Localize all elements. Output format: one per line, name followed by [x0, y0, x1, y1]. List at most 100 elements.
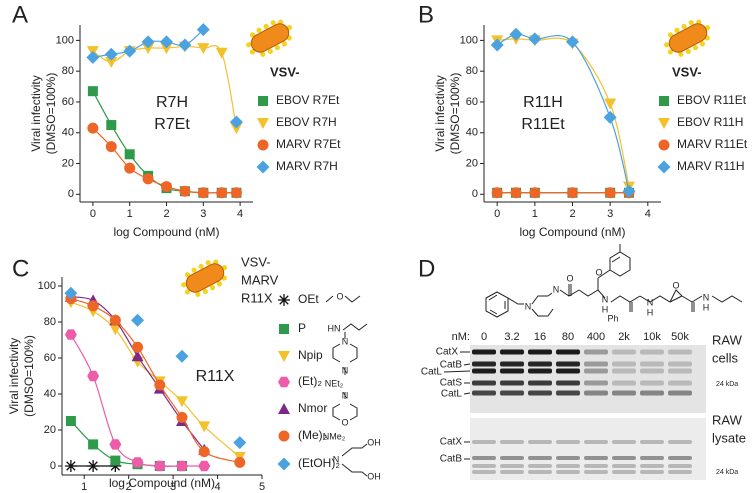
- band: [640, 380, 664, 386]
- band: [528, 456, 552, 460]
- band: [668, 380, 692, 386]
- data-point: [510, 187, 522, 199]
- data-point: [131, 457, 144, 468]
- legend-marker: [658, 118, 670, 129]
- y-tick-label: 40: [62, 127, 74, 139]
- band-label: CatL: [441, 389, 463, 400]
- data-point: [234, 456, 246, 468]
- band: [668, 470, 692, 474]
- structure-label: N: [342, 390, 349, 400]
- data-point: [491, 187, 503, 199]
- band: [500, 349, 524, 355]
- x-tick-label: 0: [90, 208, 96, 220]
- y-tick-label: 40: [44, 388, 56, 400]
- legend-label: MARV R7Et: [276, 137, 341, 151]
- band: [584, 456, 608, 460]
- y-axis-label: Viral infectivity: [7, 338, 21, 414]
- band: [556, 464, 580, 468]
- band: [584, 368, 608, 374]
- structure-label: O: [672, 280, 679, 290]
- band: [640, 368, 664, 374]
- data-point: [109, 324, 122, 336]
- data-point: [123, 44, 137, 58]
- band: [500, 456, 524, 460]
- legend-title: VSV-: [672, 64, 702, 79]
- band: [472, 456, 496, 460]
- band: [556, 390, 580, 396]
- x-tick-label: 1: [532, 208, 538, 220]
- y-axis-label: Viral infectivity: [29, 75, 43, 151]
- y-tick-label: 100: [460, 34, 478, 46]
- legend-label: MARV R11H: [677, 159, 745, 173]
- legend-marker: [657, 160, 671, 174]
- structure-label: OH: [367, 471, 381, 481]
- legend-label: MARV R7H: [276, 159, 338, 173]
- legend-label: EBOV R7H: [276, 115, 337, 129]
- legend-label: EBOV R11Et: [677, 93, 747, 107]
- band: [556, 380, 580, 386]
- annotation: R7H: [156, 94, 188, 111]
- data-point: [230, 187, 242, 199]
- structure-label: N: [342, 336, 349, 346]
- data-point: [198, 460, 211, 472]
- data-point: [160, 43, 173, 55]
- x-tick-label: 3: [170, 481, 176, 493]
- data-point: [603, 110, 617, 124]
- band: [584, 380, 608, 386]
- band: [556, 361, 580, 367]
- band: [500, 464, 524, 468]
- fit-curve: [70, 420, 183, 467]
- data-point: [131, 313, 145, 327]
- data-point: [161, 181, 172, 193]
- data-point: [197, 43, 210, 55]
- legend-marker: [257, 118, 269, 129]
- annotation: R7Et: [154, 116, 190, 133]
- data-point: [529, 187, 541, 199]
- legend-label: (EtOH)₂: [298, 456, 340, 470]
- band: [556, 440, 580, 444]
- data-point: [198, 421, 211, 433]
- legend-marker: [278, 430, 290, 442]
- annotation: R11X: [196, 368, 235, 385]
- y-tick-label: 20: [62, 157, 74, 169]
- band: [472, 349, 496, 355]
- structure-label: NMe₂: [323, 431, 346, 441]
- panel-label: C: [12, 255, 29, 282]
- band-label: CatB: [440, 360, 463, 371]
- band: [584, 470, 608, 474]
- band: [472, 380, 496, 386]
- data-point: [490, 38, 504, 52]
- x-tick-label: 1: [127, 208, 133, 220]
- data-point: [87, 460, 100, 472]
- band-pointer: [463, 392, 471, 395]
- concentration-label: 0: [481, 331, 487, 343]
- legend-title: VSV-: [270, 64, 300, 79]
- legend-marker: [277, 457, 291, 471]
- structure-label: NEt₂: [325, 378, 344, 388]
- legend-label: Nmor: [298, 401, 327, 415]
- band: [612, 368, 636, 374]
- legend-label: EBOV R7Et: [276, 93, 340, 107]
- band: [528, 470, 552, 474]
- structure-label: H: [647, 307, 654, 317]
- band: [556, 368, 580, 374]
- data-point: [622, 184, 636, 198]
- data-point: [64, 329, 77, 340]
- virus-icon: [658, 13, 718, 63]
- data-point: [178, 38, 192, 52]
- structure-label: O: [566, 273, 573, 283]
- legend-label: EBOV R11H: [677, 115, 743, 129]
- x-tick-label: 3: [607, 208, 613, 220]
- x-tick-label: 2: [569, 208, 575, 220]
- data-point: [87, 300, 99, 312]
- data-point: [64, 460, 77, 472]
- data-point: [197, 187, 209, 199]
- legend-marker: [278, 351, 290, 362]
- band: [668, 390, 692, 396]
- band: [612, 361, 636, 367]
- data-point: [64, 286, 78, 300]
- band: [472, 390, 496, 396]
- legend-label: P: [298, 321, 306, 335]
- blot-label: RAW: [712, 412, 743, 427]
